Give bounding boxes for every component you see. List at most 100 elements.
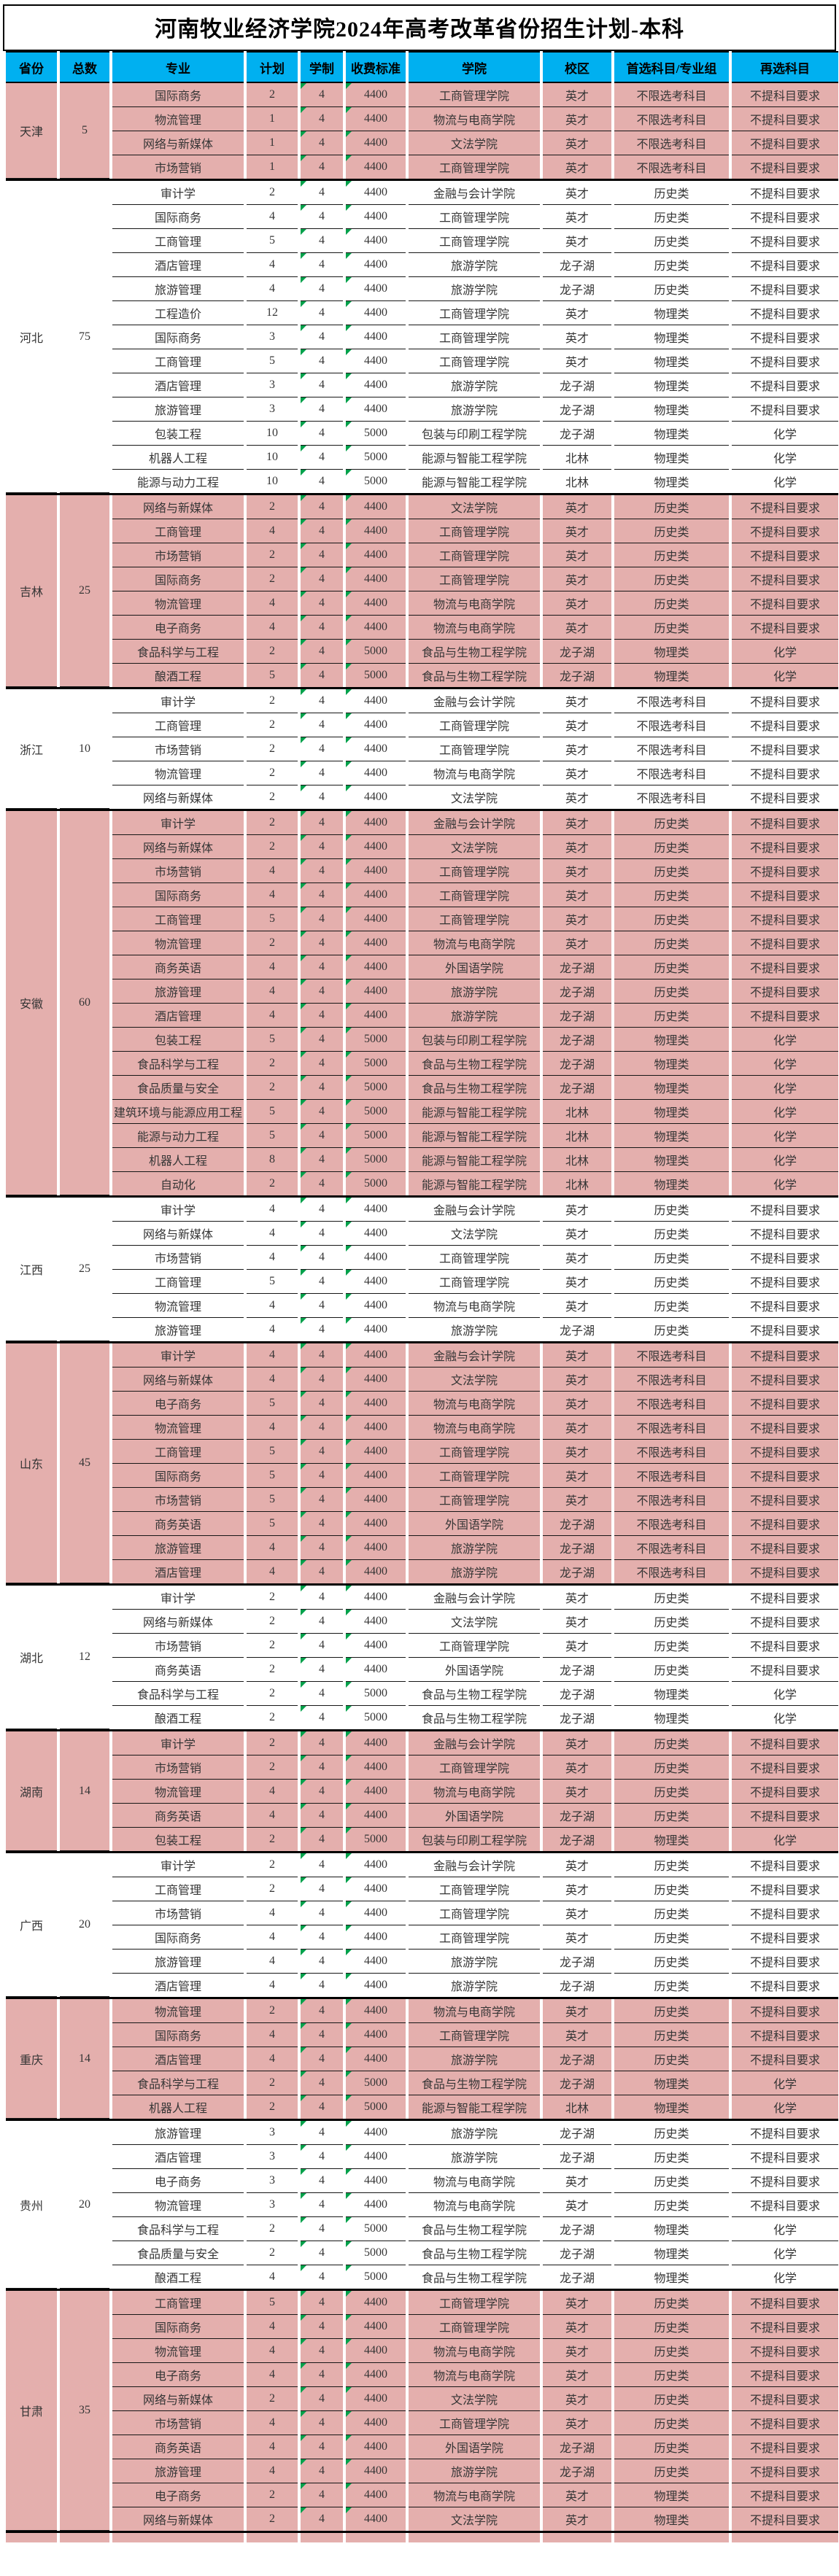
table-row: 酒店管理 4 4 4400 旅游学院 龙子湖 历史类 不提科目要求 (6, 1974, 838, 1997)
college-cell: 文法学院 (409, 1367, 540, 1392)
section-divider-line (6, 1195, 838, 1198)
fee-cell: 4400 (346, 2507, 406, 2531)
campus-cell: 龙子湖 (543, 640, 611, 664)
reselect-cell: 不提科目要求 (732, 1610, 838, 1634)
table-row: 机器人工程 8 4 5000 能源与智能工程学院 北林 物理类 化学 (6, 1148, 838, 1172)
subject-group-cell: 历史类 (614, 1731, 729, 1756)
campus-cell: 英才 (543, 131, 611, 155)
subject-group-cell: 物理类 (614, 2241, 729, 2265)
table-row: 电子商务 2 4 4400 物流与电商学院 英才 物理类 不提科目要求 (6, 2483, 838, 2507)
campus-cell: 龙子湖 (543, 1560, 611, 1583)
plan-cell: 2 (247, 2483, 298, 2507)
subject-group-cell: 物理类 (614, 2483, 729, 2507)
campus-cell: 龙子湖 (543, 1052, 611, 1076)
table-row: 网络与新媒体 2 4 4400 文法学院 英才 历史类 不提科目要求 (6, 2387, 838, 2411)
plan-cell: 4 (247, 883, 298, 907)
section-divider (6, 809, 838, 811)
college-cell: 物流与电商学院 (409, 1294, 540, 1318)
fee-cell: 4400 (346, 2339, 406, 2363)
plan-cell: 12 (247, 301, 298, 325)
major-cell: 网络与新媒体 (112, 2387, 244, 2411)
major-cell: 旅游管理 (112, 397, 244, 422)
reselect-cell: 化学 (732, 1052, 838, 1076)
fee-cell: 5000 (346, 1076, 406, 1100)
college-cell: 物流与电商学院 (409, 1392, 540, 1416)
province-cell: 湖南 (6, 1731, 57, 1851)
plan-cell: 3 (247, 2169, 298, 2193)
campus-cell: 英才 (543, 2411, 611, 2435)
table-row: 物流管理 4 4 4400 物流与电商学院 英才 历史类 不提科目要求 (6, 591, 838, 616)
plan-cell: 2 (247, 495, 298, 519)
duration-cell: 4 (301, 785, 343, 809)
fee-cell: 4400 (346, 1536, 406, 1560)
campus-cell: 英才 (543, 859, 611, 883)
college-cell: 物流与电商学院 (409, 931, 540, 955)
plan-cell: 4 (247, 979, 298, 1004)
table-row: 市场营销 4 4 4400 工商管理学院 英才 历史类 不提科目要求 (6, 1901, 838, 1925)
reselect-cell: 不提科目要求 (732, 689, 838, 713)
campus-cell: 英才 (543, 543, 611, 567)
subject-group-cell: 历史类 (614, 253, 729, 277)
subject-group-cell: 历史类 (614, 907, 729, 931)
campus-cell: 龙子湖 (543, 277, 611, 301)
major-cell: 审计学 (112, 1198, 244, 1222)
subject-group-cell: 物理类 (614, 664, 729, 687)
table-row: 工商管理 5 4 4400 工商管理学院 英才 不限选考科目 不提科目要求 (6, 1440, 838, 1464)
plan-cell: 2 (247, 1756, 298, 1780)
section-divider-line (6, 1729, 838, 1731)
subject-group-cell: 历史类 (614, 2459, 729, 2483)
table-row: 市场营销 1 4 4400 工商管理学院 英才 不限选考科目 不提科目要求 (6, 155, 838, 179)
plan-cell: 2 (247, 1610, 298, 1634)
duration-cell: 4 (301, 1416, 343, 1440)
column-header-fee: 收费标准 (346, 51, 406, 83)
campus-cell: 英才 (543, 761, 611, 785)
subject-group-cell: 历史类 (614, 229, 729, 253)
reselect-cell: 不提科目要求 (732, 277, 838, 301)
duration-cell: 4 (301, 277, 343, 301)
fee-cell: 4400 (346, 1198, 406, 1222)
fee-cell: 5000 (346, 1052, 406, 1076)
fee-cell: 4400 (346, 811, 406, 835)
college-cell: 食品与生物工程学院 (409, 2071, 540, 2095)
duration-cell: 4 (301, 2459, 343, 2483)
reselect-cell: 不提科目要求 (732, 1464, 838, 1488)
subject-group-cell: 历史类 (614, 1950, 729, 1974)
table-row: 市场营销 2 4 4400 工商管理学院 英才 历史类 不提科目要求 (6, 1634, 838, 1658)
subject-group-cell: 物理类 (614, 2217, 729, 2241)
subject-group-cell: 历史类 (614, 1925, 729, 1950)
duration-cell: 4 (301, 1028, 343, 1052)
subject-group-cell: 物理类 (614, 2507, 729, 2531)
campus-cell: 龙子湖 (543, 2121, 611, 2145)
plan-cell: 4 (247, 1974, 298, 1997)
plan-cell: 4 (247, 2435, 298, 2459)
major-cell: 网络与新媒体 (112, 2507, 244, 2531)
subject-group-cell: 历史类 (614, 1222, 729, 1246)
fee-cell: 4400 (346, 737, 406, 761)
major-cell: 国际商务 (112, 1464, 244, 1488)
college-cell: 工商管理学院 (409, 2411, 540, 2435)
duration-cell: 4 (301, 2265, 343, 2289)
college-cell: 食品与生物工程学院 (409, 2217, 540, 2241)
subject-group-cell: 不限选考科目 (614, 1464, 729, 1488)
college-cell: 金融与会计学院 (409, 689, 540, 713)
reselect-cell: 不提科目要求 (732, 495, 838, 519)
major-cell: 机器人工程 (112, 2095, 244, 2119)
major-cell: 食品质量与安全 (112, 2241, 244, 2265)
total-cell: 20 (60, 1853, 109, 1997)
section-divider (6, 1729, 838, 1731)
reselect-cell: 不提科目要求 (732, 131, 838, 155)
plan-cell: 4 (247, 1925, 298, 1950)
plan-cell: 2 (247, 1682, 298, 1706)
college-cell: 工商管理学院 (409, 301, 540, 325)
major-cell: 市场营销 (112, 543, 244, 567)
fee-cell: 4400 (346, 567, 406, 591)
column-header-total: 总数 (60, 51, 109, 83)
fee-cell: 4400 (346, 1416, 406, 1440)
reselect-cell: 不提科目要求 (732, 1999, 838, 2023)
table-row: 物流管理 1 4 4400 物流与电商学院 英才 不限选考科目 不提科目要求 (6, 107, 838, 131)
duration-cell: 4 (301, 1658, 343, 1682)
subject-group-cell: 历史类 (614, 931, 729, 955)
college-cell: 食品与生物工程学院 (409, 1706, 540, 1729)
reselect-cell: 不提科目要求 (732, 811, 838, 835)
section-divider (6, 1997, 838, 1999)
